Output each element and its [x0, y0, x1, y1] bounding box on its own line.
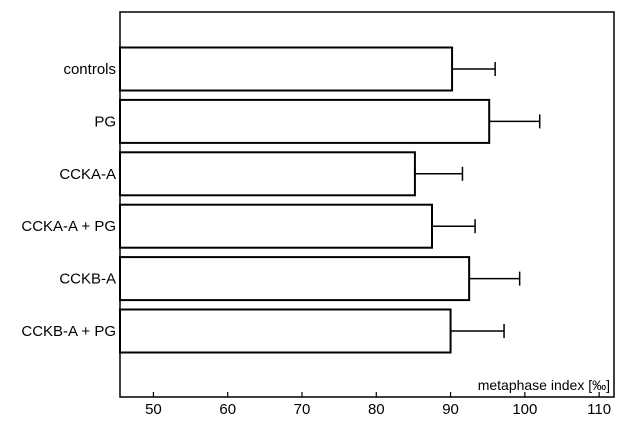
category-label: CCKB-A + PG — [21, 323, 116, 340]
bar — [119, 98, 491, 144]
x-tick-label: 100 — [512, 401, 537, 418]
bar — [119, 151, 416, 197]
x-tick-label: 110 — [587, 401, 611, 418]
category-label: PG — [94, 113, 116, 130]
category-label: CCKA-A — [59, 166, 116, 183]
x-tick-label: 60 — [219, 401, 236, 418]
x-tick-label: 50 — [145, 401, 162, 418]
x-tick-label: 70 — [294, 401, 311, 418]
x-ticks-layer: 50 60 70 80 90 100 110 — [145, 392, 611, 418]
bars-layer — [119, 46, 491, 354]
x-tick-label: 90 — [442, 401, 459, 418]
bar — [119, 203, 433, 249]
bar — [119, 308, 452, 354]
x-tick-label: 80 — [368, 401, 385, 418]
category-labels-layer: controls PG CCKA-A CCKA-A + PG CCKB-A CCKB-A … — [21, 61, 116, 340]
error-bars-layer — [414, 62, 541, 338]
category-label: controls — [63, 61, 116, 78]
category-label: CCKB-A — [59, 271, 116, 288]
x-axis-label: metaphase index [‰] — [478, 377, 610, 393]
bar — [119, 256, 471, 302]
bar — [119, 46, 454, 92]
category-label: CCKA-A + PG — [21, 218, 116, 235]
